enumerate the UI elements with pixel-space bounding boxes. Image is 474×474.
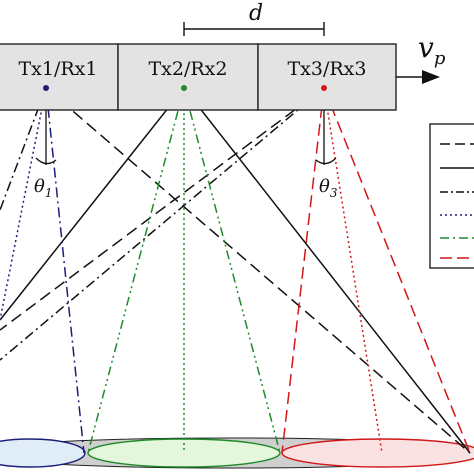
velocity-main: v <box>418 31 434 64</box>
beam-green-left <box>87 87 185 454</box>
angle-label-1: θ1 <box>34 176 52 200</box>
transceiver-label-1: Tx1/Rx1 <box>19 58 98 80</box>
footprint-ellipse-blue <box>0 438 86 468</box>
footprint-ellipse-red <box>281 438 474 468</box>
transceiver-box-3 <box>257 43 397 111</box>
velocity-sub: p <box>434 48 446 69</box>
antenna-dot-1-top <box>43 85 49 91</box>
spacing-label: d <box>249 1 263 26</box>
transceiver-label-2: Tx2/Rx2 <box>149 58 228 80</box>
angle-label-3: θ3 <box>319 176 338 200</box>
beam-navy-dotted <box>0 87 47 321</box>
angle3-sub: 3 <box>330 186 338 200</box>
beam-black-dashed-1 <box>45 87 471 454</box>
beam-navy-dashdot <box>45 87 85 454</box>
angle3-main: θ <box>319 176 330 197</box>
transceiver-label-3: Tx3/Rx3 <box>288 58 367 80</box>
footprint-ellipses <box>0 437 474 469</box>
transceiver-array: Tx1/Rx1 Tx2/Rx2 Tx3/Rx3 <box>0 43 397 111</box>
dimension-bracket-icon <box>183 22 325 36</box>
angle-arc-3 <box>315 157 337 165</box>
beam-black-solid-2 <box>183 87 471 454</box>
arrow-right-icon <box>396 70 440 84</box>
beam-black-dashed-2 <box>0 87 325 331</box>
angle-arc-1 <box>35 157 57 165</box>
transceiver-box-2 <box>117 43 259 111</box>
antenna-dot-2-top <box>181 85 187 91</box>
beam-black-solid-1 <box>0 87 185 321</box>
beam-green-right <box>183 87 281 454</box>
beam-red-right <box>323 87 471 454</box>
beam-black-dashdot-2 <box>0 87 325 361</box>
legend <box>429 123 474 269</box>
beam-red-center <box>323 87 383 454</box>
angle1-sub: 1 <box>45 186 53 200</box>
velocity-label: vp <box>418 31 446 69</box>
legend-box <box>429 123 474 269</box>
antenna-dot-3-top <box>321 85 327 91</box>
angle1-main: θ <box>34 176 45 197</box>
beam-red-left <box>281 87 325 454</box>
beam-lines <box>0 87 471 454</box>
